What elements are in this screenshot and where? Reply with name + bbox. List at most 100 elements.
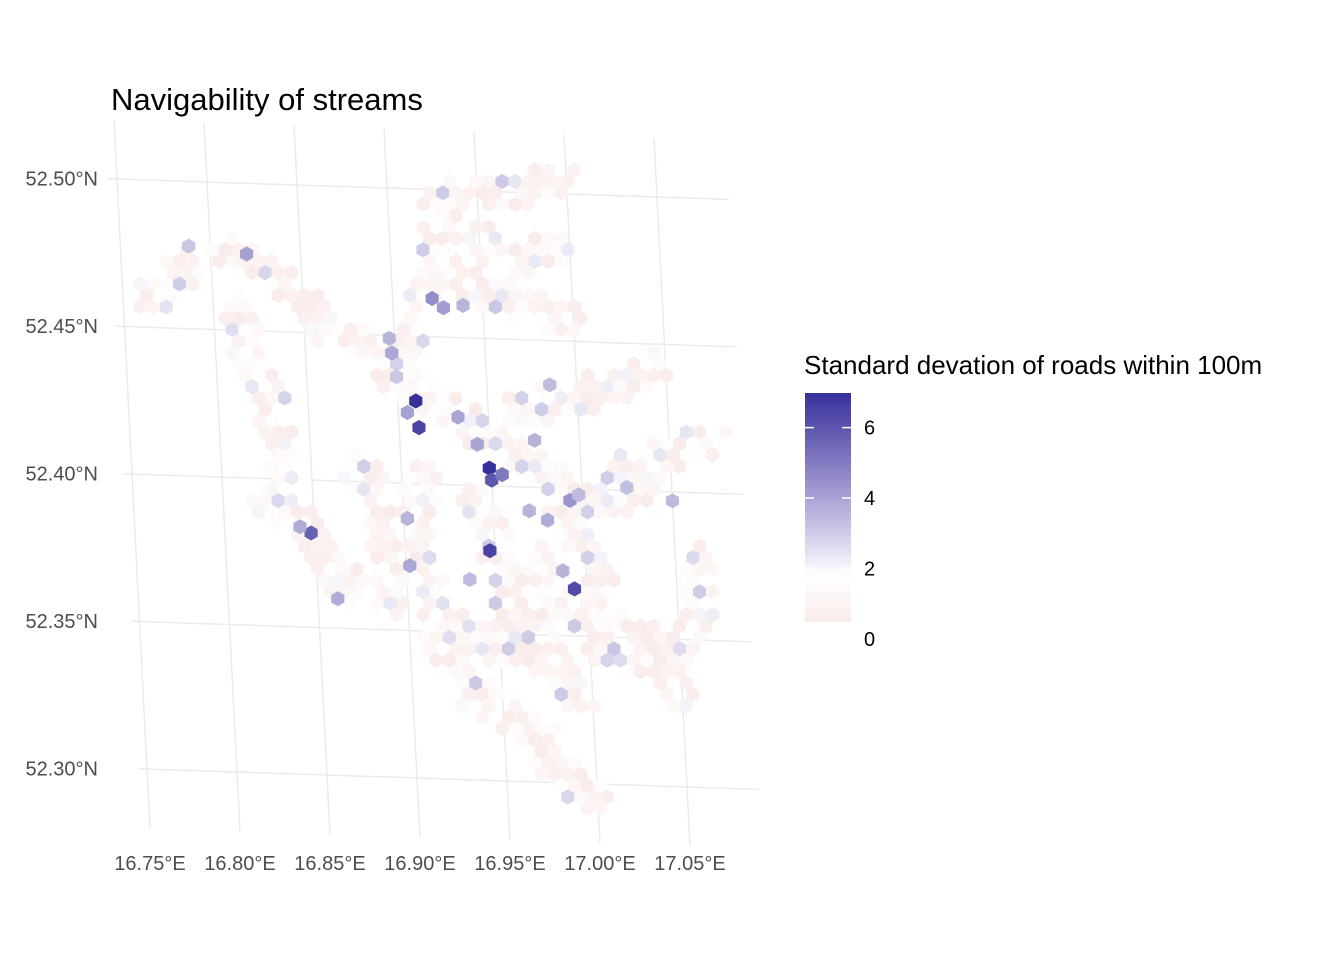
hexbin-cell — [383, 550, 397, 566]
hexbin-cell — [528, 230, 542, 246]
hexbin-cell — [521, 629, 535, 645]
hexbin-cell — [376, 515, 391, 531]
hexbin-cell — [567, 686, 581, 702]
hexbin-cell — [548, 242, 562, 258]
hexbin-cell-high — [425, 290, 439, 307]
hexbin-cell — [423, 550, 437, 566]
hexbin-cell — [534, 173, 549, 189]
hexbin-cell — [692, 424, 706, 440]
hexbin-cell — [633, 618, 647, 634]
hexbin-cell — [488, 641, 502, 657]
hexbin-cell — [462, 664, 476, 680]
hexbin-cell — [429, 379, 443, 395]
hexbin-cell — [534, 721, 549, 737]
hexbin-cell — [429, 584, 443, 600]
hexbin-cell — [344, 458, 358, 474]
hexbin-cell — [706, 584, 720, 600]
hexbin-cell — [396, 481, 410, 497]
hexbin-cell — [587, 584, 601, 600]
hexbin-cell — [482, 652, 496, 668]
hexbin-cell — [344, 322, 358, 338]
hexbin-cell — [548, 607, 562, 623]
legend-tick-label: 0 — [864, 629, 875, 651]
hexbin-cell — [416, 333, 430, 349]
hexbin-cell — [495, 287, 509, 303]
hexbin-cell — [660, 458, 674, 474]
hexbin-cell — [581, 367, 595, 383]
hexbin-cell — [337, 561, 351, 577]
hexbin-cell — [442, 629, 456, 645]
hexbin-cell-high — [541, 512, 555, 528]
hexbin-cell — [449, 208, 463, 224]
hexbin-cell — [587, 789, 601, 805]
hexbin-cell — [370, 572, 384, 588]
hexbin-cell — [429, 401, 443, 417]
hexbin-cell — [403, 287, 417, 303]
hexbin-cell — [679, 584, 693, 600]
hexbin-cell — [686, 572, 700, 588]
hexbin-cell — [423, 276, 437, 292]
hexbin-cell — [251, 504, 266, 520]
hexbin-cell — [225, 253, 239, 269]
hexbin-cell — [495, 424, 509, 440]
hexbin-cell — [699, 436, 713, 452]
hexbin-cell — [534, 470, 549, 486]
hexbin-cell — [357, 322, 371, 338]
hexbin-cell — [521, 447, 535, 463]
hexbin-cell-high — [665, 493, 679, 509]
hexbin-cell — [534, 607, 549, 623]
hexbin-cell — [436, 208, 450, 224]
hexbin-cell-high — [485, 472, 499, 488]
hexbin-cell — [324, 310, 338, 326]
hexbin-cell — [475, 253, 489, 269]
hexbin-cell — [278, 504, 292, 520]
hexbin-cell — [370, 367, 384, 383]
hexbin-cell — [186, 276, 200, 292]
y-axis: 52.30°N 52.35°N 52.40°N 52.45°N 52.50°N — [26, 169, 99, 781]
hexbin-cell — [567, 664, 581, 680]
hexbin-cell — [587, 538, 601, 554]
hexbin-cell — [679, 698, 693, 714]
hexbin-cell — [304, 550, 318, 566]
hexbin-cell — [311, 515, 325, 531]
hexbin-cell — [455, 675, 470, 691]
hexbin-cell — [278, 436, 292, 452]
hexbin-cell — [574, 607, 588, 623]
hexbin-cell — [600, 789, 614, 805]
hexbin-cell — [502, 276, 516, 292]
hexbin-cell-high — [620, 479, 634, 496]
hexbin-cell — [278, 276, 292, 292]
hexbin-cell — [646, 504, 660, 520]
hexbin-cell — [587, 607, 601, 623]
hexbin-cell — [627, 652, 641, 668]
hexbin-cell — [409, 322, 423, 338]
hexbin-cell — [600, 561, 614, 577]
hexbin-cell — [587, 493, 601, 509]
hexbin-cell — [534, 401, 549, 417]
hexbin-cell — [554, 527, 568, 543]
hexbin-cell — [284, 470, 298, 486]
hexbin-cell — [475, 618, 489, 634]
hexbin-cell — [370, 550, 384, 566]
hexbin-cell — [390, 561, 404, 577]
hexbin-cell — [462, 230, 476, 246]
hexbin-cell — [159, 276, 173, 292]
hexbin-cell — [390, 584, 404, 600]
hexbin-cell — [673, 641, 687, 657]
y-tick-label: 52.30°N — [26, 759, 99, 781]
hexbin-cell — [502, 595, 516, 611]
hexbin-cell — [238, 322, 252, 338]
hexbin-cell — [469, 173, 483, 189]
hexbin-cell — [423, 618, 437, 634]
hexbin-cell — [409, 458, 423, 474]
hexbin-cell — [429, 629, 443, 645]
hexbin-cell — [291, 504, 305, 520]
hexbin-cell — [607, 390, 621, 406]
hexbin-cell — [495, 584, 509, 600]
hexbin-cell — [363, 333, 377, 349]
hexbin-cell — [607, 458, 621, 474]
hexbin-cell — [350, 333, 364, 349]
hexbin-cell — [475, 276, 489, 292]
hexbin-cell — [383, 504, 397, 520]
hexbin-cell — [396, 572, 410, 588]
